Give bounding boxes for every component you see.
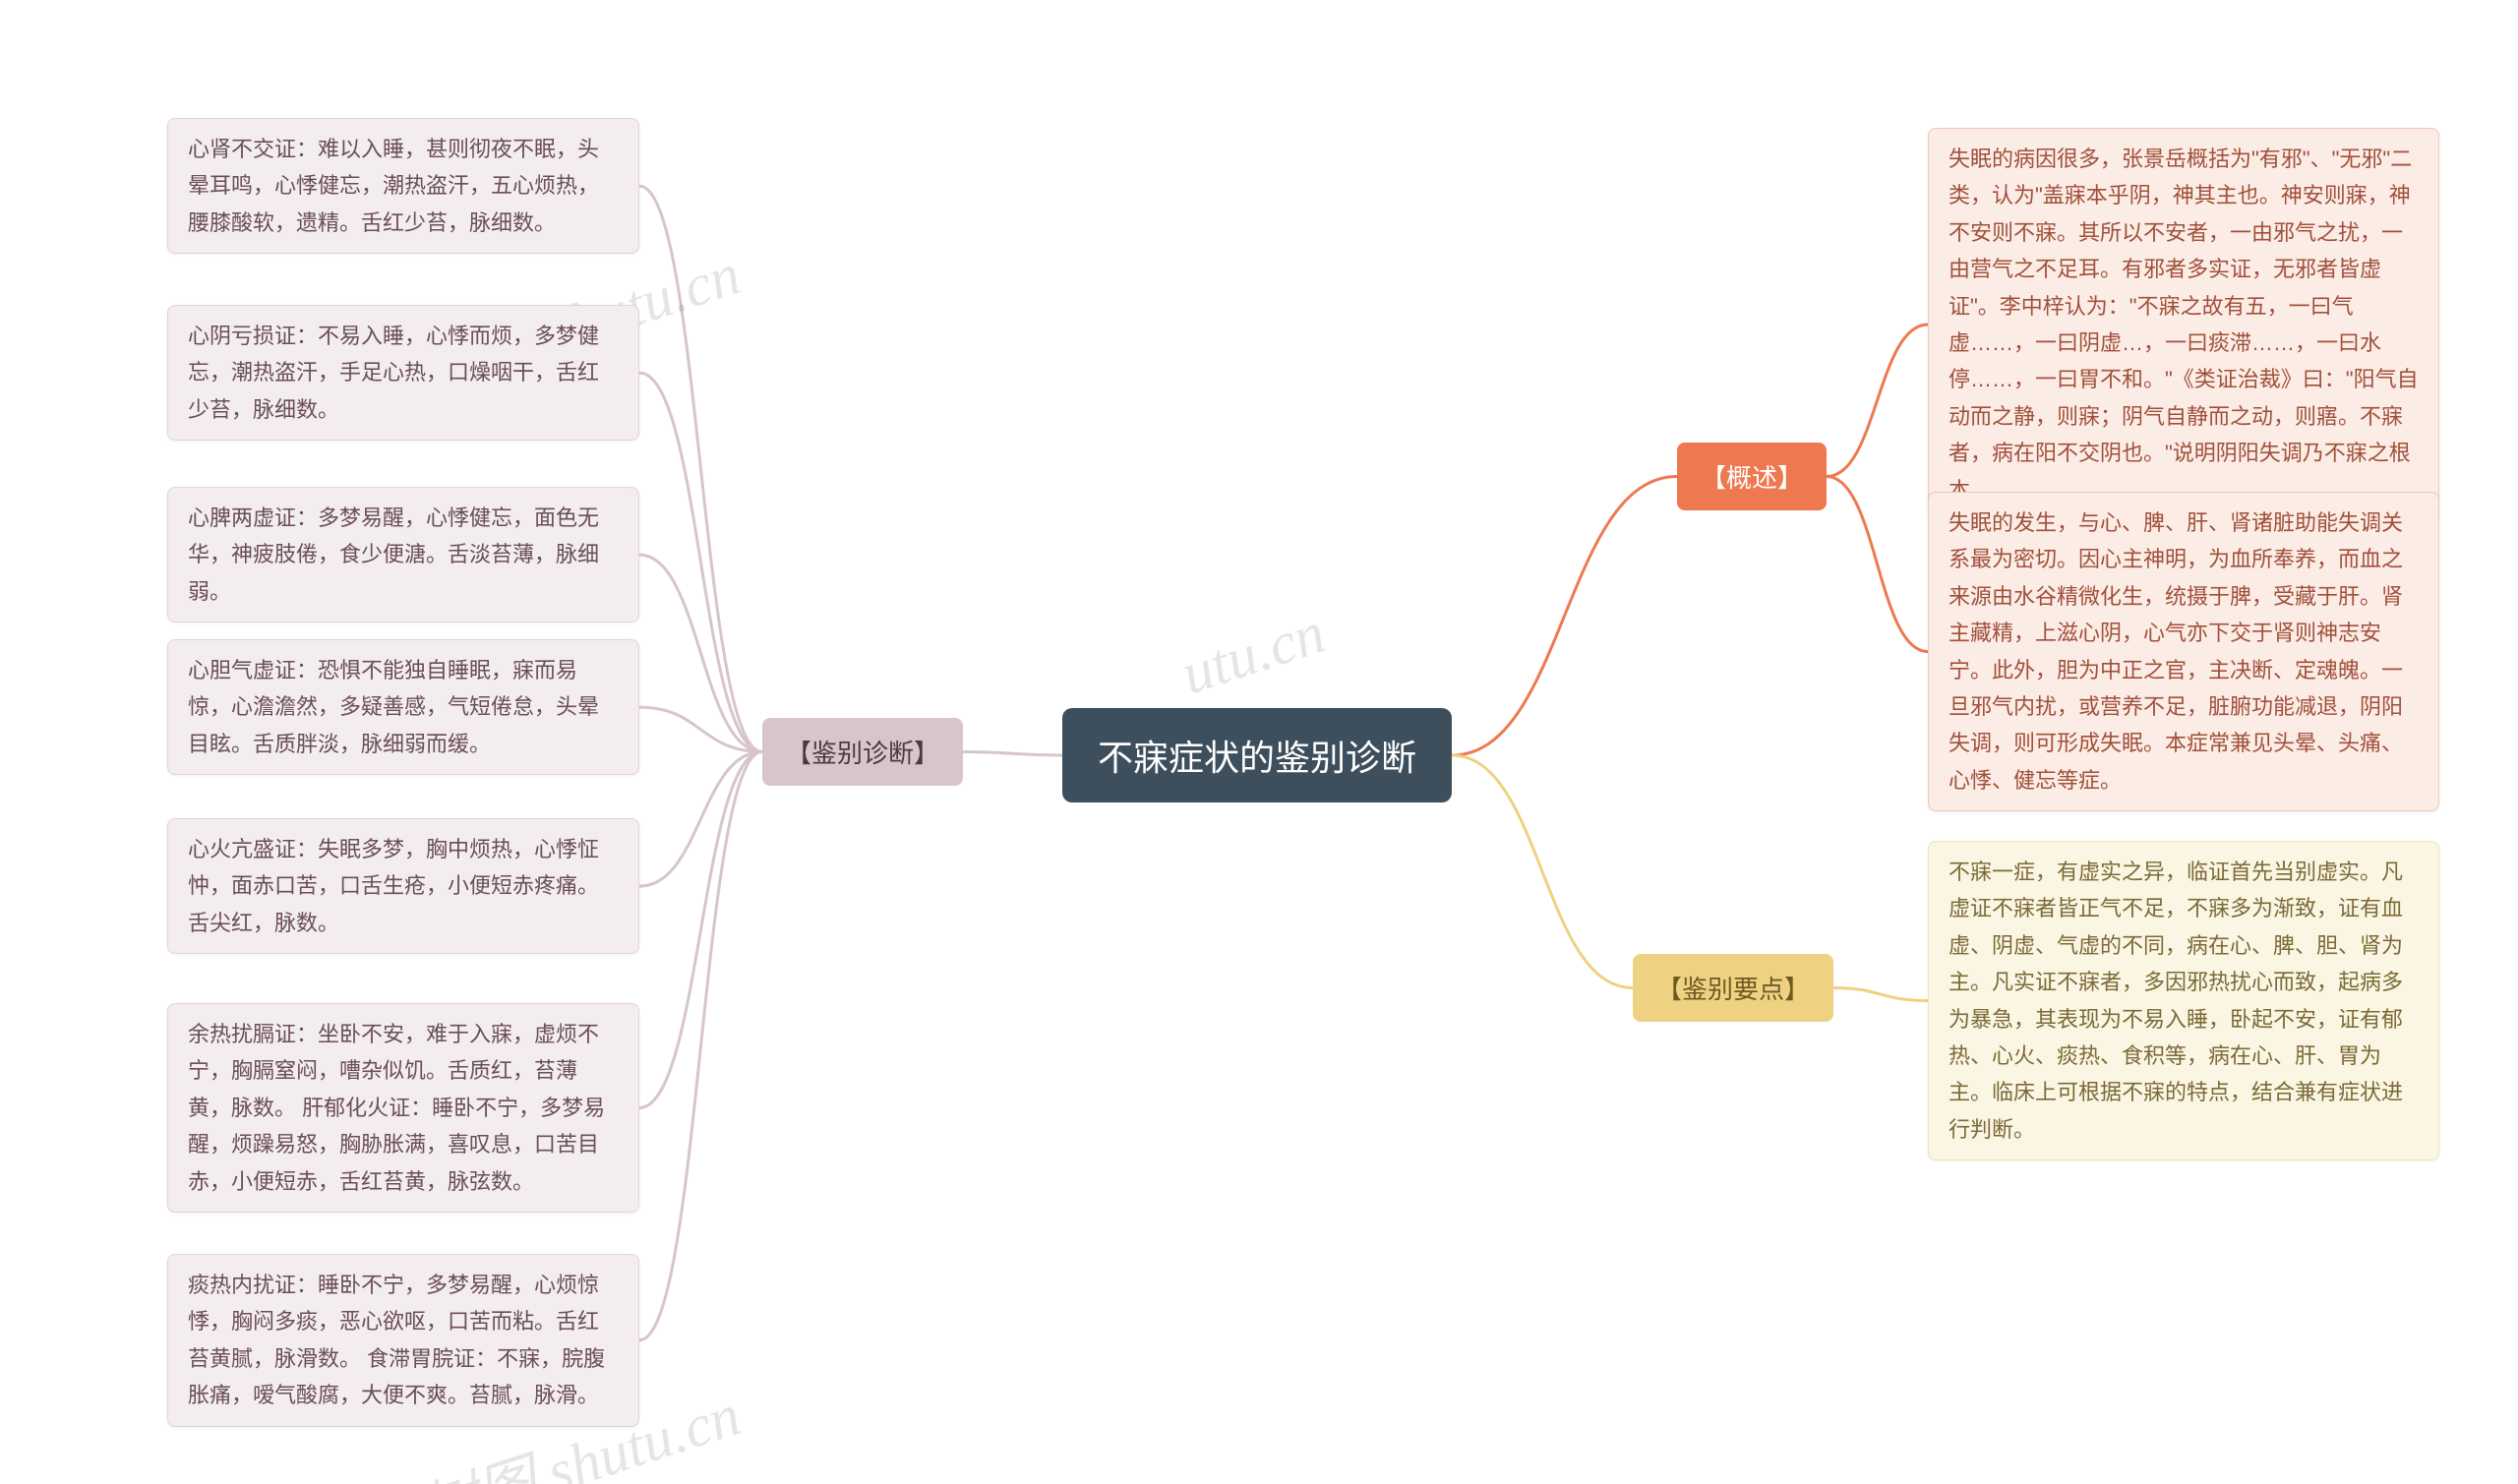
branch-keypoints[interactable]: 【鉴别要点】	[1633, 954, 1833, 1022]
leaf-diagnosis-0[interactable]: 心肾不交证：难以入睡，甚则彻夜不眠，头晕耳鸣，心悸健忘，潮热盗汗，五心烦热，腰膝…	[167, 118, 639, 254]
root-node[interactable]: 不寐症状的鉴别诊断	[1062, 708, 1452, 802]
connector	[639, 752, 762, 1340]
connector	[639, 373, 762, 751]
connector	[639, 555, 762, 751]
connector	[1827, 325, 1928, 477]
leaf-diagnosis-3[interactable]: 心胆气虚证：恐惧不能独自睡眠，寐而易惊，心澹澹然，多疑善感，气短倦怠，头晕目眩。…	[167, 639, 639, 775]
leaf-diagnosis-4[interactable]: 心火亢盛证：失眠多梦，胸中烦热，心悸怔忡，面赤口苦，口舌生疮，小便短赤疼痛。舌尖…	[167, 818, 639, 954]
connector	[1833, 988, 1928, 1001]
leaf-diagnosis-2[interactable]: 心脾两虚证：多梦易醒，心悸健忘，面色无华，神疲肢倦，食少便溏。舌淡苔薄，脉细弱。	[167, 487, 639, 623]
leaf-keypoints-0[interactable]: 不寐一症，有虚实之异，临证首先当别虚实。凡虚证不寐者皆正气不足，不寐多为渐致，证…	[1928, 841, 2439, 1160]
leaf-diagnosis-1[interactable]: 心阴亏损证：不易入睡，心悸而烦，多梦健忘，潮热盗汗，手足心热，口燥咽干，舌红少苔…	[167, 305, 639, 441]
connector	[639, 186, 762, 751]
leaf-overview-1[interactable]: 失眠的发生，与心、脾、肝、肾诸脏助能失调关系最为密切。因心主神明，为血所奉养，而…	[1928, 492, 2439, 811]
connector	[639, 752, 762, 1108]
connector	[1452, 755, 1633, 988]
connector	[639, 707, 762, 751]
watermark-tail: utu.cn	[1173, 599, 1333, 708]
leaf-diagnosis-5[interactable]: 余热扰膈证：坐卧不安，难于入寐，虚烦不宁，胸膈窒闷，嘈杂似饥。舌质红，苔薄黄，脉…	[167, 1003, 639, 1213]
branch-overview[interactable]: 【概述】	[1677, 443, 1827, 510]
leaf-overview-0[interactable]: 失眠的病因很多，张景岳概括为"有邪"、"无邪"二类，认为"盖寐本乎阴，神其主也。…	[1928, 128, 2439, 521]
connector	[1452, 477, 1677, 756]
connector	[963, 752, 1062, 756]
branch-diagnosis[interactable]: 【鉴别诊断】	[762, 718, 963, 786]
leaf-diagnosis-6[interactable]: 痰热内扰证：睡卧不宁，多梦易醒，心烦惊悸，胸闷多痰，恶心欲呕，口苦而粘。舌红苔黄…	[167, 1254, 639, 1427]
connector	[639, 752, 762, 887]
connector	[1827, 477, 1928, 652]
mindmap-canvas: 树图 shutu.cn 树图 shutu.cn 树图 shutu.cn utu.…	[0, 0, 2518, 1484]
